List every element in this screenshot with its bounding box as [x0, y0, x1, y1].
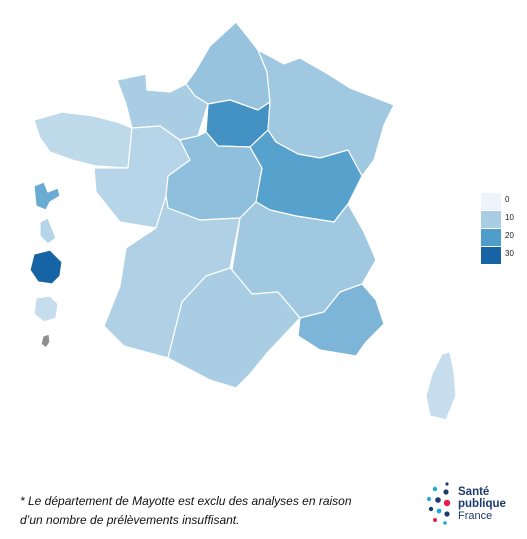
legend-swatch: [481, 229, 501, 246]
legend-label: 30: [505, 249, 514, 258]
logo-dots-icon: [427, 482, 451, 525]
region-mayotte: [40, 333, 51, 349]
map-legend: 0 10 20 30: [481, 193, 525, 265]
logo-text-line: France: [458, 510, 493, 522]
footnote: * Le département de Mayotte est exclu de…: [20, 492, 400, 530]
region-hauts-de-france: [185, 21, 271, 111]
region-guyane: [29, 249, 63, 285]
logo-text-line: Santé: [458, 486, 490, 498]
region-bretagne: [33, 111, 133, 169]
legend-item: 30: [481, 247, 525, 265]
legend-label: 0: [505, 195, 510, 204]
legend-item: 10: [481, 211, 525, 229]
region-martinique: [39, 217, 57, 245]
sante-publique-france-logo: Santé publique France: [425, 480, 525, 526]
logo-text-line: publique: [458, 498, 506, 510]
legend-swatch: [481, 193, 501, 210]
footnote-line: * Le département de Mayotte est exclu de…: [20, 494, 352, 508]
legend-item: 20: [481, 229, 525, 247]
legend-label: 10: [505, 213, 514, 222]
region-la-reunion: [33, 295, 59, 323]
footnote-line: d’un nombre de prélèvements insuffisant.: [20, 513, 240, 527]
region-paca: [297, 283, 385, 357]
region-corse: [425, 351, 457, 421]
legend-item: 0: [481, 193, 525, 211]
region-guadeloupe: [33, 181, 61, 211]
legend-label: 20: [505, 231, 514, 240]
legend-swatch: [481, 247, 501, 264]
legend-swatch: [481, 211, 501, 228]
choropleth-map: [29, 21, 457, 421]
